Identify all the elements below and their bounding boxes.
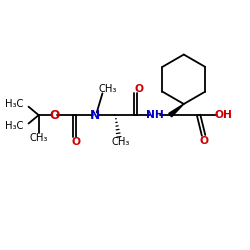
Text: H₃C: H₃C (5, 99, 23, 109)
Text: O: O (49, 108, 60, 122)
Text: CH₃: CH₃ (30, 133, 48, 143)
Text: OH: OH (214, 110, 232, 120)
Text: CH₃: CH₃ (99, 84, 117, 94)
Text: NH: NH (146, 110, 164, 120)
Text: N: N (90, 108, 100, 122)
Text: H₃C: H₃C (5, 121, 23, 131)
Text: O: O (134, 84, 143, 94)
Text: O: O (71, 137, 80, 147)
Text: O: O (200, 136, 209, 146)
Text: CH₃: CH₃ (112, 137, 130, 147)
Polygon shape (169, 104, 184, 117)
